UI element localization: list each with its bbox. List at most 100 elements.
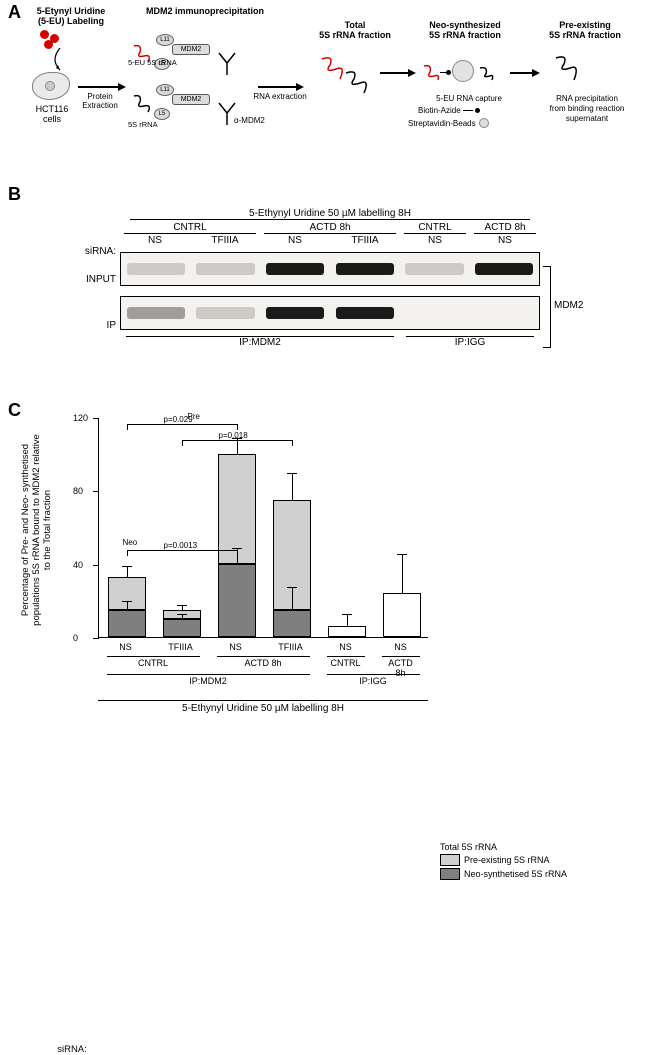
gel-lane-cell [260, 253, 330, 285]
chart-bottom-header: 5-Ethynyl Uridine 50 µM labelling 8H [98, 700, 428, 714]
gel-lane-3: TFIIIA [330, 235, 400, 246]
gel-ipgroup-row: IP:MDM2IP:IGG [120, 336, 540, 348]
sirna-label-b: siRNA: [72, 246, 116, 257]
l11-text-2: L11 [160, 87, 170, 93]
arrow4-line2: Biotin-Azide [418, 106, 461, 115]
arrow-4 [510, 72, 534, 74]
gel-lane-cell [400, 253, 470, 285]
step4-title: Neo-synthesized 5S rRNA fraction [410, 20, 520, 40]
gel-treatment-row: CNTRLACTD 8hCNTRLACTD 8h [120, 222, 540, 235]
arrow-1-label: Protein Extraction [72, 92, 128, 110]
pre-fraction-icon [552, 54, 582, 87]
rna-black-icon [132, 94, 154, 119]
gel-input-row [120, 252, 540, 286]
sig-label: p=0.0013 [164, 541, 198, 550]
l5-text-2: L5 [159, 111, 166, 117]
gel-wrap: 5-Ethynyl Uridine 50 µM labelling 8H CNT… [120, 208, 540, 348]
gel-treat-2: CNTRL [400, 222, 470, 235]
gel-lane-2: NS [260, 235, 330, 246]
row-label-ip: IP [68, 320, 116, 331]
arrow-1-head [118, 83, 126, 91]
gel-lane-cell [260, 297, 330, 329]
x-treat-2: CNTRL [330, 658, 360, 668]
gel-lane-row: NSTFIIIANSTFIIIANSNS [120, 235, 540, 246]
arrow4-line2-row: Biotin-Azide [418, 106, 480, 115]
gel-lane-cell [121, 253, 191, 285]
legend-total: Total 5S rRNA [440, 842, 567, 852]
sirna-label-c: siRNA: [57, 1044, 87, 1055]
arrow-4-head [532, 69, 540, 77]
panel-a: A 5-Etynyl Uridine (5-EU) Labeling MDM2 … [0, 0, 650, 175]
cell-icon [32, 72, 70, 100]
gel-ipgroup-0: IP:MDM2 [120, 336, 400, 348]
sig-label: p=0.029 [164, 415, 193, 424]
step5-title: Pre-existing 5S rRNA fraction [530, 20, 640, 40]
x-sirna-0: NS [119, 642, 132, 652]
step3-title: Total 5S rRNA fraction [310, 20, 400, 40]
step2-title: MDM2 immunoprecipitation [130, 6, 280, 16]
panel-b: B 5-Ethynyl Uridine 50 µM labelling 8H C… [0, 180, 650, 390]
mdm2-text-2: MDM2 [181, 96, 202, 103]
ytick-40: 40 [73, 560, 91, 570]
gel-lane-cell [191, 253, 261, 285]
arrow4-line1: 5-EU RNA capture [414, 94, 524, 103]
legend-pre: Pre-existing 5S rRNA [440, 854, 567, 866]
chart-ylabel: Percentage of Pre- and Neo- synthetised … [20, 430, 53, 630]
gel-lane-1: TFIIIA [190, 235, 260, 246]
legend-neo-label: Neo-synthetised 5S rRNA [464, 869, 567, 879]
mdm2-box-1: MDM2 [172, 44, 210, 55]
legend-neo: Neo-synthetised 5S rRNA [440, 868, 567, 880]
arrow5-line3: supernatant [532, 114, 642, 123]
arrow5-line2: from binding reaction [532, 104, 642, 113]
row-label-input: INPUT [68, 274, 116, 285]
x-treat-1: ACTD 8h [244, 658, 281, 668]
gel-lane-0: NS [120, 235, 190, 246]
sig-label: p=0.018 [219, 431, 248, 440]
rna-5eu-label: 5-EU 5S rRNA [128, 58, 177, 67]
x-sirna-3: TFIIIA [278, 642, 303, 652]
arrow4-line3-row: Streptavidin-Beads [408, 118, 489, 128]
gel-lane-cell [400, 297, 470, 329]
rna-5s-label: 5S rRNA [128, 120, 158, 129]
panel-a-label: A [8, 2, 21, 23]
l5-oval-2: L5 [154, 108, 170, 120]
incubation-arrow [50, 48, 70, 72]
arrow4-line3: Streptavidin-Beads [408, 119, 476, 128]
legend-total-label: Total 5S rRNA [440, 842, 497, 852]
legend-pre-label: Pre-existing 5S rRNA [464, 855, 550, 865]
mdm2-text: MDM2 [181, 46, 202, 53]
gel-brace [543, 266, 551, 348]
l11-oval-2: L11 [156, 84, 174, 96]
x-sirna-4: NS [339, 642, 352, 652]
gel-lane-cell [191, 297, 261, 329]
l11-oval: L11 [156, 34, 174, 46]
x-ip-0: IP:MDM2 [189, 676, 227, 686]
x-ip-1: IP:IGG [359, 676, 387, 686]
arrow-3-head [408, 69, 416, 77]
chart-area: 04080120Prep=0.029p=0.018Neop=0.0013 [98, 418, 428, 638]
gel-lane-cell [330, 253, 400, 285]
mdm2-box-2: MDM2 [172, 94, 210, 105]
gel-ip-row [120, 296, 540, 330]
ytick-120: 120 [73, 413, 91, 423]
gel-treat-0: CNTRL [120, 222, 260, 235]
gel-treat-1: ACTD 8h [260, 222, 400, 235]
panel-c: C Percentage of Pre- and Neo- synthetise… [0, 400, 650, 725]
arrow5-line1: RNA precipitation [532, 94, 642, 103]
arrow-2-head [296, 83, 304, 91]
x-sirna-5: NS [394, 642, 407, 652]
gel-lane-cell [330, 297, 400, 329]
gel-top-header: 5-Ethynyl Uridine 50 µM labelling 8H [130, 208, 530, 220]
arrow-3 [380, 72, 410, 74]
cells-label: HCT116 cells [28, 104, 76, 124]
ytick-0: 0 [73, 633, 91, 643]
ytick-80: 80 [73, 486, 91, 496]
panel-c-label: C [8, 400, 21, 421]
x-treat-3: ACTD 8h [387, 658, 415, 678]
alpha-mdm2-label: α-MDM2 [234, 116, 265, 125]
gel-lane-cell [469, 297, 539, 329]
chart-legend: Total 5S rRNA Pre-existing 5S rRNA Neo-s… [440, 842, 567, 882]
panel-b-label: B [8, 184, 21, 205]
x-sirna-1: TFIIIA [168, 642, 193, 652]
gel-lane-cell [121, 297, 191, 329]
